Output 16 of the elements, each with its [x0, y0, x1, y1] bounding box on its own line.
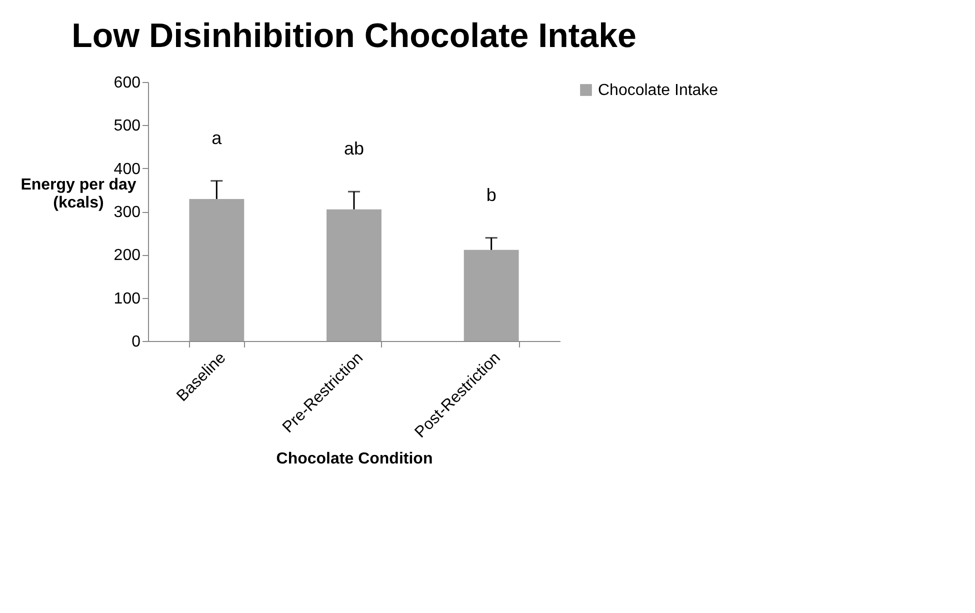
y-tick-label: 100 [114, 290, 141, 308]
y-tick-label: 300 [114, 204, 141, 221]
annotation: b [486, 184, 496, 205]
legend-label: Chocolate Intake [598, 82, 718, 99]
chart-title: Low Disinhibition Chocolate Intake [72, 17, 636, 55]
annotation: a [212, 128, 223, 148]
annotation: ab [344, 138, 364, 159]
bar [326, 209, 382, 341]
bar [189, 198, 244, 341]
y-tick-label: 200 [114, 247, 141, 264]
y-tick-label: 600 [114, 74, 141, 92]
y-tick-label: 500 [114, 118, 141, 135]
bar [464, 250, 519, 341]
x-axis-title: Chocolate Condition [276, 450, 433, 468]
y-tick-label: 400 [114, 160, 141, 178]
y-tick-label: 0 [132, 334, 141, 350]
